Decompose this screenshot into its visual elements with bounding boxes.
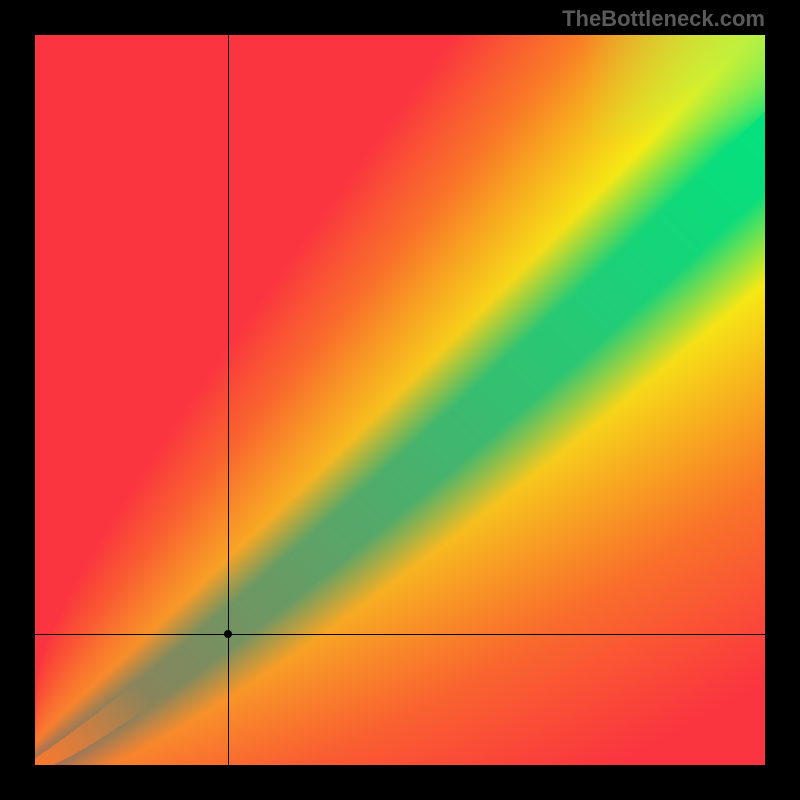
crosshair-vertical	[228, 35, 229, 765]
bottleneck-heatmap	[35, 35, 765, 765]
watermark-text: TheBottleneck.com	[562, 6, 765, 32]
selection-point	[224, 630, 232, 638]
crosshair-horizontal	[35, 634, 765, 635]
heatmap-canvas	[35, 35, 765, 765]
